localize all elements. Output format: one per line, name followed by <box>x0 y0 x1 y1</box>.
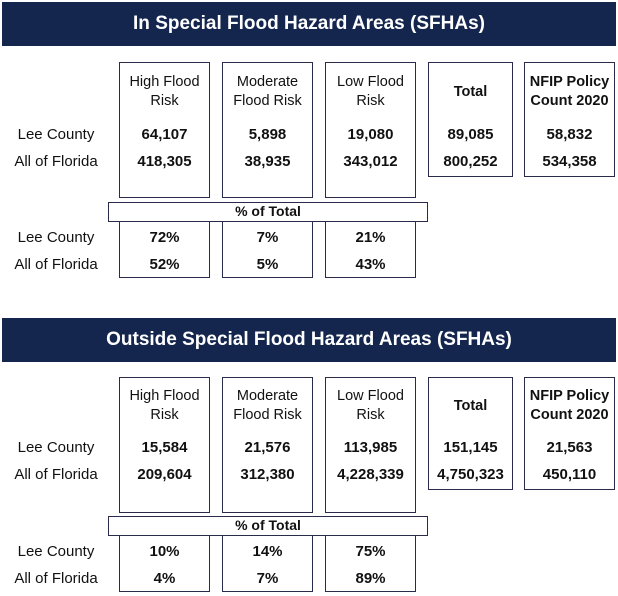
header-moderate-flood-risk: Moderate Flood Risk <box>233 74 302 109</box>
pct-cell-high: 4% <box>153 570 176 587</box>
percent-of-total-label: % of Total <box>108 202 428 222</box>
cell-nfip: 450,110 <box>542 466 597 483</box>
cell-nfip: 58,832 <box>546 126 593 143</box>
row-label: All of Florida <box>14 466 98 483</box>
cell-total: 800,252 <box>443 153 498 170</box>
cell-moderate: 5,898 <box>248 126 287 143</box>
header-total: Total <box>453 83 488 100</box>
pct-box-low <box>325 213 416 278</box>
cell-low: 19,080 <box>347 126 394 143</box>
pct-cell-high: 10% <box>149 543 180 560</box>
column-box-nfip <box>524 377 615 490</box>
cell-nfip: 534,358 <box>542 153 597 170</box>
cell-high: 15,584 <box>141 439 188 456</box>
pct-cell-low: 75% <box>355 543 386 560</box>
cell-total: 151,145 <box>443 439 498 456</box>
column-box-moderate <box>222 377 313 513</box>
cell-high: 418,305 <box>137 153 192 170</box>
header-low-flood-risk: Low Flood Risk <box>337 74 404 109</box>
cell-high: 209,604 <box>137 466 192 483</box>
cell-moderate: 21,576 <box>244 439 291 456</box>
header-total: Total <box>453 397 488 414</box>
column-box-high <box>119 377 210 513</box>
pct-cell-moderate: 7% <box>256 570 279 587</box>
column-box-nfip <box>524 62 615 177</box>
header-moderate-flood-risk: Moderate Flood Risk <box>233 388 302 423</box>
cell-low: 4,228,339 <box>337 466 404 483</box>
header-nfip-policy-count: NFIP Policy Count 2020 <box>529 388 610 423</box>
header-nfip-policy-count: NFIP Policy Count 2020 <box>529 74 610 109</box>
percent-of-total-label: % of Total <box>108 516 428 536</box>
pct-cell-moderate: 5% <box>256 256 279 273</box>
column-box-total <box>428 62 513 177</box>
column-box-total <box>428 377 513 490</box>
row-label: All of Florida <box>14 570 98 587</box>
column-box-moderate <box>222 62 313 198</box>
row-label: All of Florida <box>14 153 98 170</box>
pct-cell-low: 43% <box>355 256 386 273</box>
pct-cell-high: 52% <box>149 256 180 273</box>
column-box-low <box>325 377 416 513</box>
row-label: Lee County <box>17 126 95 143</box>
cell-total: 4,750,323 <box>437 466 504 483</box>
cell-high: 64,107 <box>141 126 188 143</box>
cell-low: 343,012 <box>343 153 398 170</box>
row-label: Lee County <box>17 439 95 456</box>
section-title: Outside Special Flood Hazard Areas (SFHA… <box>2 318 616 362</box>
cell-moderate: 312,380 <box>240 466 295 483</box>
cell-low: 113,985 <box>343 439 398 456</box>
section-title: In Special Flood Hazard Areas (SFHAs) <box>2 2 616 46</box>
row-label: Lee County <box>17 229 95 246</box>
cell-nfip: 21,563 <box>546 439 593 456</box>
row-label: Lee County <box>17 543 95 560</box>
pct-cell-low: 89% <box>355 570 386 587</box>
column-box-high <box>119 62 210 198</box>
pct-box-high <box>119 213 210 278</box>
pct-cell-low: 21% <box>355 229 386 246</box>
cell-moderate: 38,935 <box>244 153 291 170</box>
pct-cell-moderate: 14% <box>252 543 283 560</box>
pct-cell-high: 72% <box>149 229 180 246</box>
pct-cell-moderate: 7% <box>256 229 279 246</box>
column-box-low <box>325 62 416 198</box>
cell-total: 89,085 <box>447 126 494 143</box>
header-high-flood-risk: High Flood Risk <box>129 388 200 423</box>
row-label: All of Florida <box>14 256 98 273</box>
header-low-flood-risk: Low Flood Risk <box>337 388 404 423</box>
pct-box-high <box>119 527 210 592</box>
header-high-flood-risk: High Flood Risk <box>129 74 200 109</box>
